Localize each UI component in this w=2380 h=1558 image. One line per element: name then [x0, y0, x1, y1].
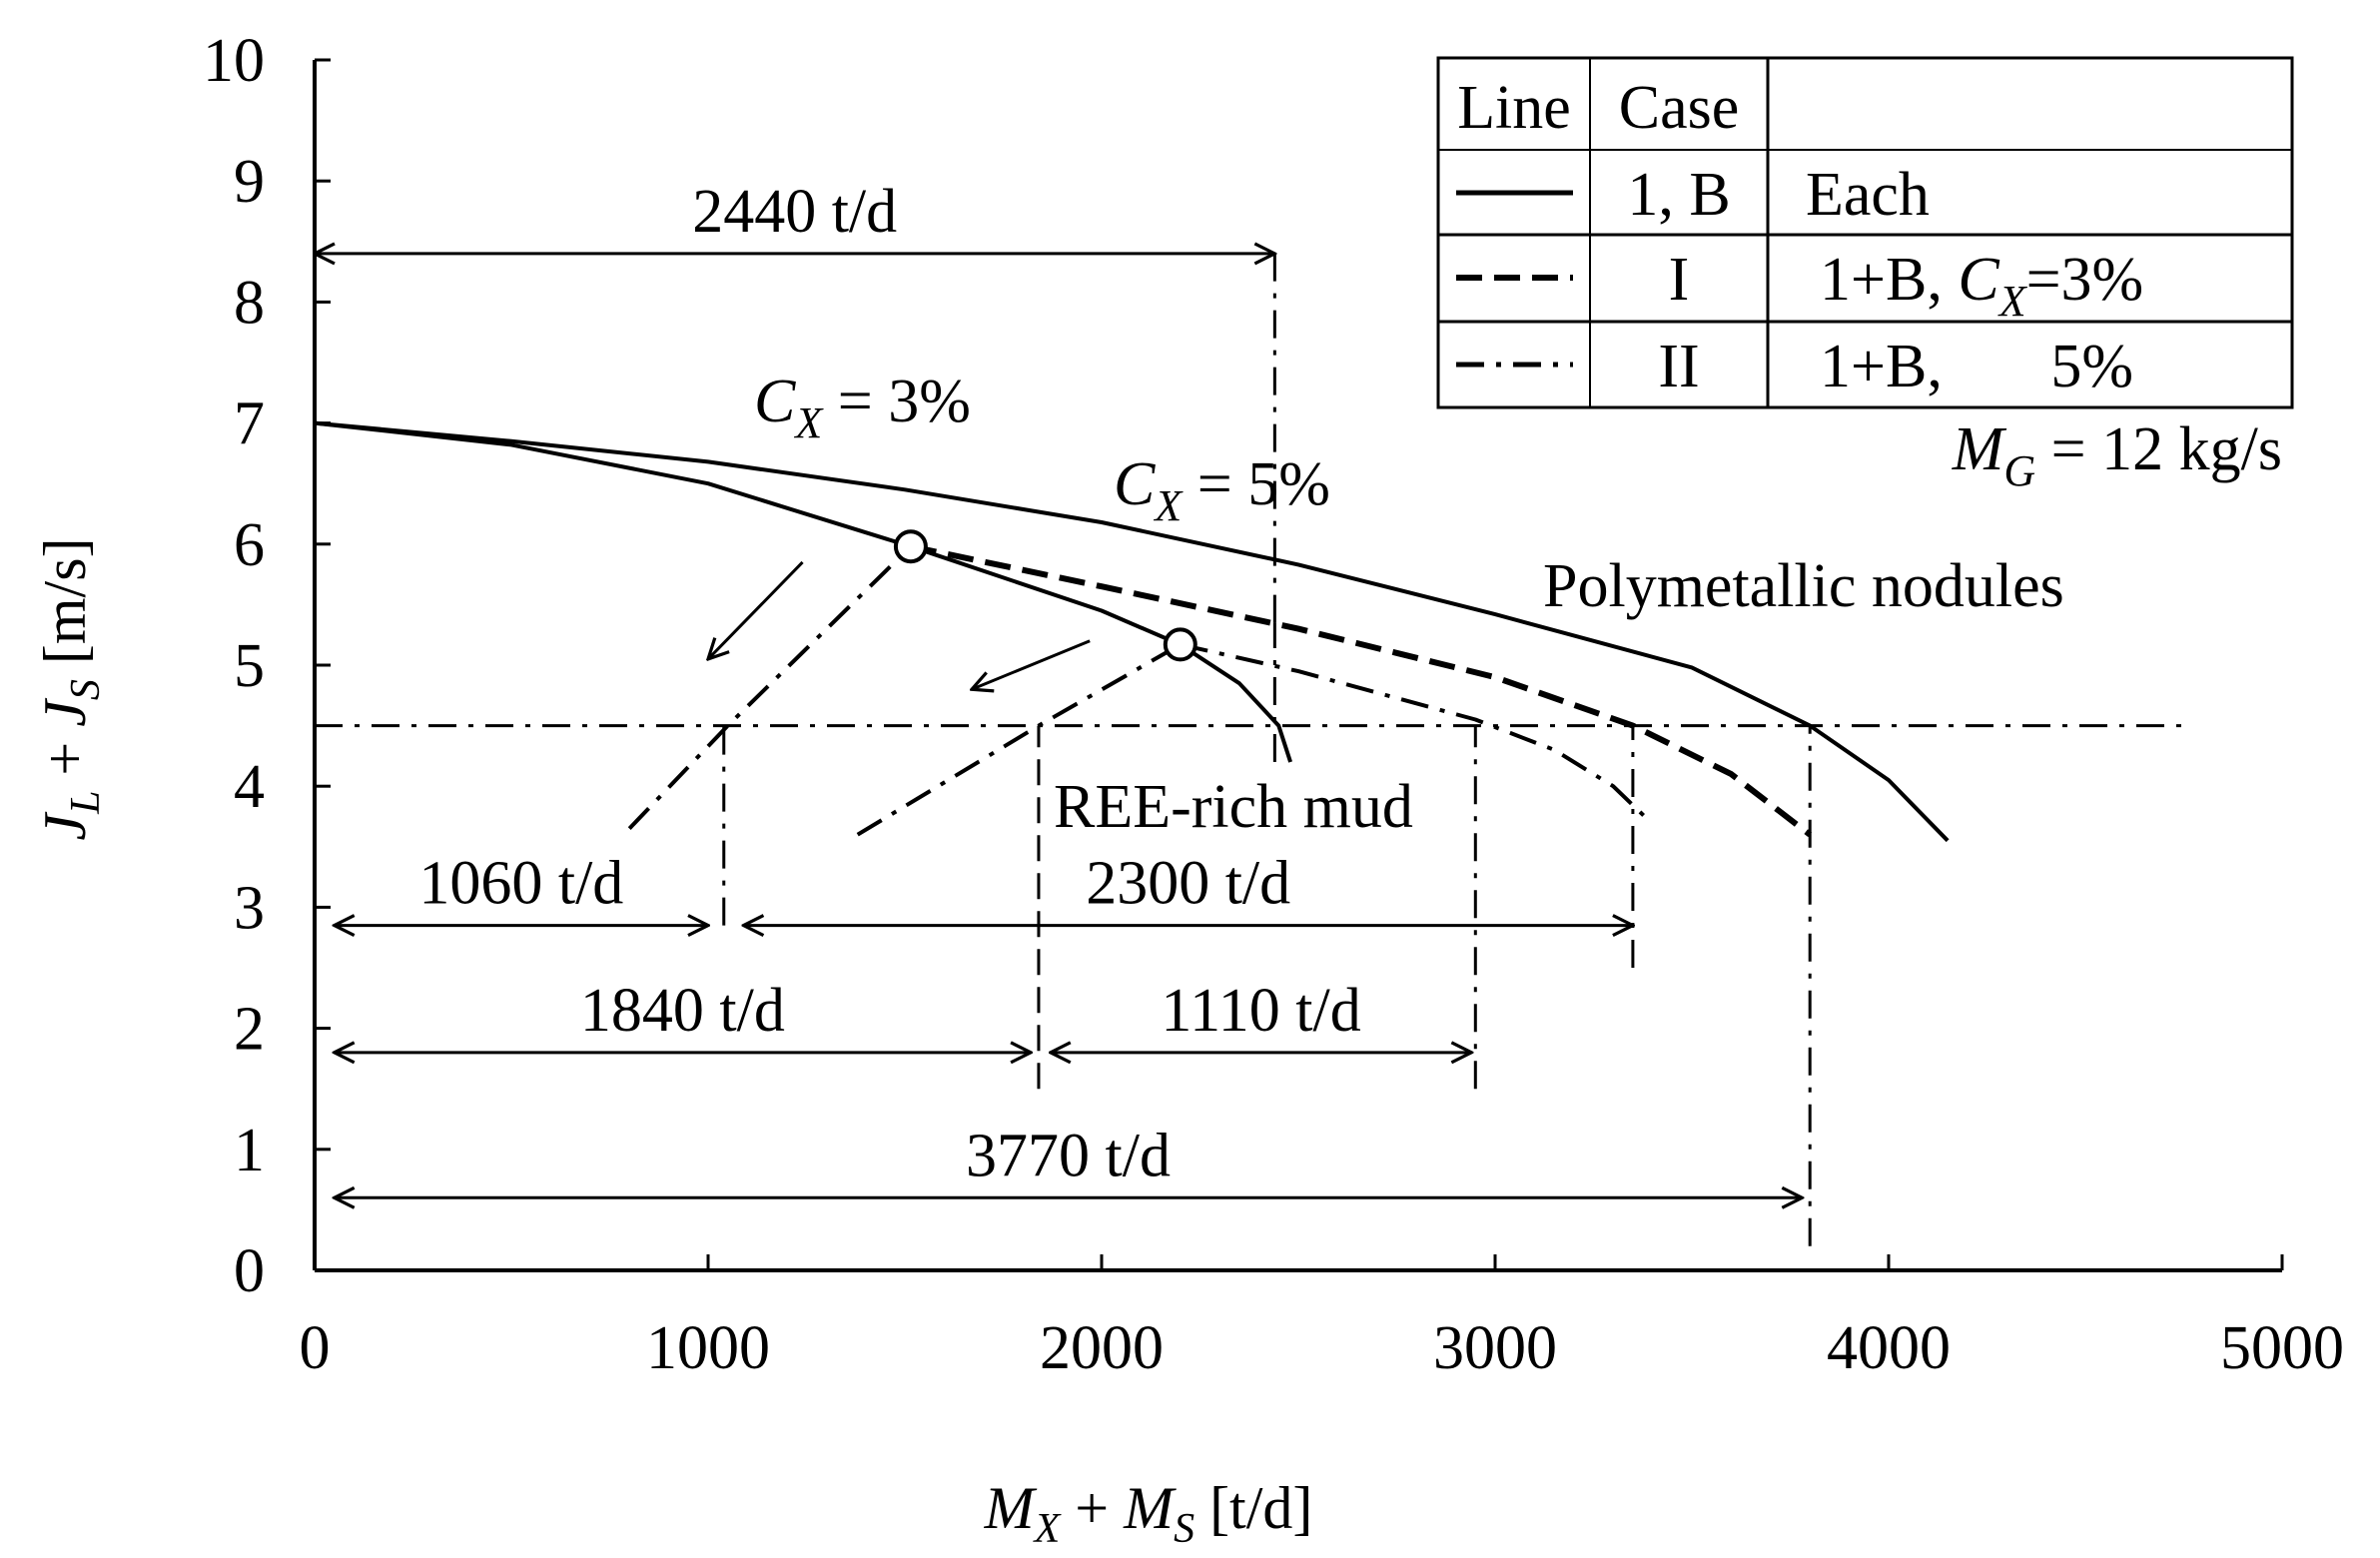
- y-tick-label: 1: [234, 1117, 265, 1184]
- y-tick-label: 6: [234, 511, 265, 579]
- legend-desc-2: 1+B, CX=3%: [1820, 246, 2143, 326]
- dimension-arrows: 2440 t/d 1060 t/d 2300 t/d 1840 t/d 1110 t/d…: [315, 178, 1802, 1197]
- x-tick-label: 3000: [1433, 1314, 1557, 1382]
- x-axis-label: MX + MS [t/d]: [984, 1475, 1313, 1552]
- annotation-cx5: CX = 5%: [1114, 450, 1330, 530]
- y-tick-label: 9: [234, 148, 265, 216]
- y-tick-label: 5: [234, 632, 265, 700]
- point-marker: [1163, 627, 1197, 662]
- dimension-label: 2300 t/d: [1086, 850, 1290, 918]
- annotation-ree: REE-rich mud: [1054, 773, 1413, 841]
- legend-case-3: II: [1658, 333, 1699, 400]
- legend-case-2: I: [1669, 246, 1690, 314]
- y-tick-label: 4: [234, 753, 265, 821]
- series-line-dashdot: [627, 544, 913, 830]
- legend-desc-1: Each: [1806, 161, 1930, 229]
- series-line-dashed: [910, 543, 1813, 838]
- series-line-dashdot: [1180, 642, 1647, 818]
- x-tick-label: 0: [300, 1314, 331, 1382]
- x-tick-label: 2000: [1040, 1314, 1164, 1382]
- y-tick-label: 3: [234, 874, 265, 942]
- y-tick-label: 8: [234, 269, 265, 337]
- legend-box: [1436, 56, 2294, 409]
- point-markers: [893, 529, 1197, 662]
- annotation-cx3: CX = 3%: [754, 368, 971, 447]
- annotation-polymetallic: Polymetallic nodules: [1543, 552, 2064, 620]
- series-line-solid: [314, 420, 1950, 843]
- y-tick-label: 10: [203, 27, 265, 95]
- direction-arrows: [708, 560, 1091, 689]
- dimension-label: 1840 t/d: [580, 977, 785, 1045]
- legend-header-case: Case: [1619, 74, 1740, 142]
- legend: Line Case 1, B Each I 1+B, CX=3% II 1+B,…: [1436, 56, 2294, 495]
- y-tick-label: 2: [234, 996, 265, 1064]
- dimension-label: 3770 t/d: [966, 1122, 1171, 1189]
- direction-arrow: [708, 560, 804, 659]
- y-axis-label: JL + JS [m/s]: [32, 537, 109, 840]
- x-tick-label: 4000: [1827, 1314, 1951, 1382]
- dimension-label: 2440 t/d: [692, 178, 897, 246]
- y-tick-label: 7: [234, 390, 265, 458]
- dimension-label: 1060 t/d: [418, 850, 623, 918]
- x-tick-label: 1000: [646, 1314, 770, 1382]
- legend-case-1: 1, B: [1627, 161, 1730, 229]
- legend-header-line: Line: [1457, 74, 1571, 142]
- point-marker: [893, 529, 928, 564]
- legend-desc-3: 1+B, 5%: [1820, 333, 2133, 400]
- direction-arrow: [972, 639, 1091, 689]
- axes: 0 1000 2000 3000 4000 5000 0 1 2 3 4 5 6 7 8 9 10: [203, 27, 2344, 1382]
- legend-note: MG = 12 kg/s: [1952, 415, 2282, 495]
- x-tick-label: 5000: [2220, 1314, 2344, 1382]
- y-tick-label: 0: [234, 1237, 265, 1305]
- series-line-solid: [314, 420, 1293, 763]
- dimension-label: 1110 t/d: [1161, 977, 1360, 1045]
